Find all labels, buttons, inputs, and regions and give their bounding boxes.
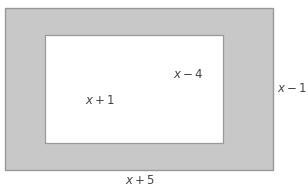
Bar: [45, 35, 223, 143]
Text: $x - 4$: $x - 4$: [173, 68, 203, 81]
Text: $x + 1$: $x + 1$: [85, 94, 115, 107]
Text: $x - 1$: $x - 1$: [277, 82, 307, 95]
Bar: [5, 8, 273, 170]
Text: $x + 5$: $x + 5$: [125, 173, 155, 186]
